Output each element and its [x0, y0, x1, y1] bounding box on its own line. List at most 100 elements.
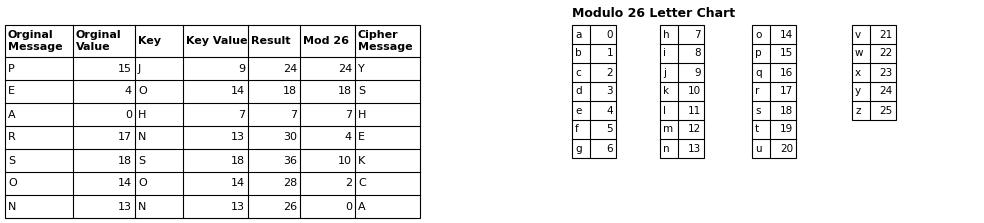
Text: Orginal
Value: Orginal Value	[76, 30, 122, 52]
Text: 0: 0	[345, 202, 352, 211]
Text: 0: 0	[606, 29, 613, 39]
Text: l: l	[663, 105, 666, 116]
Text: 11: 11	[688, 105, 701, 116]
Text: 7: 7	[344, 109, 352, 120]
Text: j: j	[663, 68, 666, 78]
Text: a: a	[575, 29, 582, 39]
Text: 13: 13	[231, 202, 245, 211]
Text: R: R	[8, 132, 16, 142]
Bar	[572, 25, 616, 158]
Text: O: O	[8, 178, 17, 188]
Text: 30: 30	[283, 132, 297, 142]
Text: 7: 7	[695, 29, 701, 39]
Text: 16: 16	[779, 68, 793, 78]
Text: q: q	[755, 68, 762, 78]
Text: 3: 3	[606, 87, 613, 97]
Text: Orginal
Message: Orginal Message	[8, 30, 63, 52]
Text: 10: 10	[688, 87, 701, 97]
Text: O: O	[138, 87, 147, 97]
Text: 9: 9	[238, 64, 245, 74]
Text: 14: 14	[231, 178, 245, 188]
Text: 24: 24	[282, 64, 297, 74]
Text: 13: 13	[231, 132, 245, 142]
Text: 1: 1	[606, 48, 613, 58]
Text: E: E	[358, 132, 365, 142]
Text: r: r	[755, 87, 760, 97]
Text: A: A	[8, 109, 16, 120]
Text: w: w	[855, 48, 864, 58]
Bar	[660, 25, 704, 158]
Text: S: S	[138, 155, 145, 165]
Text: 13: 13	[118, 202, 132, 211]
Text: Key Value: Key Value	[186, 36, 248, 46]
Text: 9: 9	[695, 68, 701, 78]
Text: v: v	[855, 29, 861, 39]
Text: u: u	[755, 143, 762, 153]
Text: b: b	[575, 48, 582, 58]
Text: K: K	[358, 155, 365, 165]
Text: p: p	[755, 48, 762, 58]
Text: N: N	[138, 202, 147, 211]
Text: 10: 10	[338, 155, 352, 165]
Text: E: E	[8, 87, 15, 97]
Text: N: N	[8, 202, 17, 211]
Text: 17: 17	[779, 87, 793, 97]
Text: Cipher
Message: Cipher Message	[358, 30, 412, 52]
Text: 18: 18	[338, 87, 352, 97]
Text: 15: 15	[779, 48, 793, 58]
Text: 18: 18	[282, 87, 297, 97]
Text: 13: 13	[688, 143, 701, 153]
Text: 17: 17	[118, 132, 132, 142]
Text: 12: 12	[688, 124, 701, 134]
Text: O: O	[138, 178, 147, 188]
Text: 18: 18	[231, 155, 245, 165]
Text: H: H	[138, 109, 147, 120]
Text: C: C	[358, 178, 366, 188]
Text: i: i	[663, 48, 666, 58]
Text: x: x	[855, 68, 861, 78]
Text: 2: 2	[344, 178, 352, 188]
Text: 14: 14	[231, 87, 245, 97]
Text: H: H	[358, 109, 366, 120]
Text: 20: 20	[780, 143, 793, 153]
Text: N: N	[138, 132, 147, 142]
Text: S: S	[358, 87, 365, 97]
Text: 2: 2	[606, 68, 613, 78]
Text: 4: 4	[344, 132, 352, 142]
Text: 23: 23	[880, 68, 893, 78]
Text: e: e	[575, 105, 582, 116]
Text: J: J	[138, 64, 142, 74]
Text: 18: 18	[118, 155, 132, 165]
Bar	[5, 25, 420, 218]
Text: m: m	[663, 124, 673, 134]
Text: 8: 8	[695, 48, 701, 58]
Bar	[752, 25, 796, 158]
Text: 7: 7	[290, 109, 297, 120]
Bar	[852, 25, 896, 120]
Text: z: z	[855, 105, 860, 116]
Text: P: P	[8, 64, 15, 74]
Text: S: S	[8, 155, 15, 165]
Text: 36: 36	[283, 155, 297, 165]
Text: n: n	[663, 143, 670, 153]
Text: 14: 14	[118, 178, 132, 188]
Text: h: h	[663, 29, 670, 39]
Text: 25: 25	[880, 105, 893, 116]
Text: Result: Result	[251, 36, 290, 46]
Text: g: g	[575, 143, 582, 153]
Text: 7: 7	[238, 109, 245, 120]
Text: s: s	[755, 105, 761, 116]
Text: 21: 21	[880, 29, 893, 39]
Text: k: k	[663, 87, 669, 97]
Text: 19: 19	[779, 124, 793, 134]
Text: Mod 26: Mod 26	[303, 36, 349, 46]
Text: 15: 15	[118, 64, 132, 74]
Text: 4: 4	[125, 87, 132, 97]
Text: o: o	[755, 29, 762, 39]
Text: 4: 4	[606, 105, 613, 116]
Text: c: c	[575, 68, 581, 78]
Text: 14: 14	[779, 29, 793, 39]
Text: A: A	[358, 202, 366, 211]
Text: f: f	[575, 124, 579, 134]
Text: 28: 28	[282, 178, 297, 188]
